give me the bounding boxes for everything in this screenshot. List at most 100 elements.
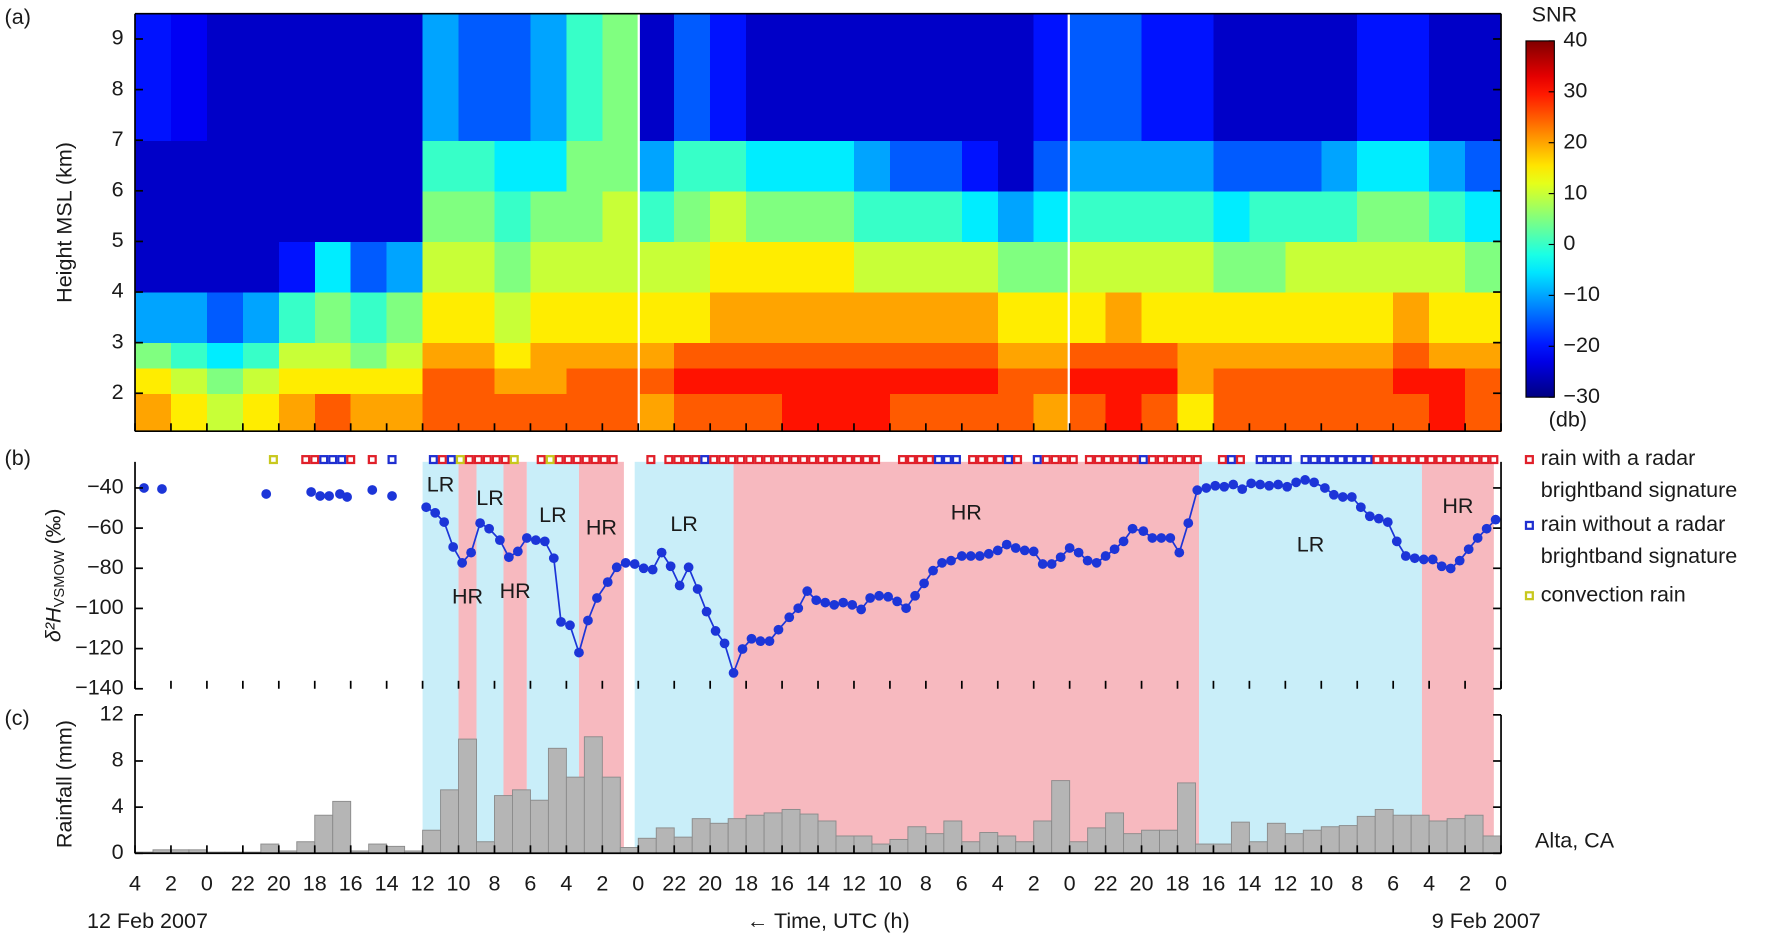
rain-bar: [332, 800, 352, 854]
isotope-point: [503, 552, 514, 563]
x-tick-label: 16: [770, 871, 794, 896]
isotope-point: [1454, 555, 1465, 566]
heat-cell: [1141, 140, 1179, 192]
heat-cell: [386, 190, 424, 242]
y-tick-label: 6: [112, 177, 124, 202]
heat-cell: [961, 140, 999, 192]
isotope-point: [965, 551, 976, 561]
heat-cell: [782, 13, 819, 141]
isotope-point: [838, 597, 849, 608]
heat-cell: [135, 241, 172, 293]
isotope-point: [983, 548, 994, 559]
rain-type-marker: [736, 455, 746, 465]
isotope-point: [1445, 563, 1456, 574]
isotope-point: [665, 561, 676, 572]
isotope-point: [620, 557, 631, 568]
heat-cell: [782, 292, 819, 344]
heat-cell: [1213, 367, 1250, 394]
heat-cell: [530, 342, 567, 369]
heat-cell: [1177, 342, 1215, 369]
y-label-unit: (‰): [40, 508, 65, 544]
y-tick-label: 3: [112, 328, 124, 353]
isotope-point: [611, 562, 622, 573]
y-tick-label: 5: [112, 227, 124, 252]
x-tick-label: 18: [303, 871, 327, 896]
heat-cell: [206, 241, 244, 293]
rain-type-marker: [646, 455, 656, 465]
heat-cell: [422, 393, 460, 432]
region-label: LR: [670, 511, 698, 536]
heat-cell: [638, 140, 675, 192]
heat-cell: [206, 342, 244, 369]
heat-cell: [422, 190, 460, 242]
isotope-point: [1046, 559, 1057, 569]
start-date: 12 Feb 2007: [87, 908, 208, 933]
heat-cell: [242, 13, 280, 141]
rain-bar: [619, 847, 639, 854]
isotope-point: [139, 483, 149, 493]
y-tick-label: 2: [112, 379, 124, 404]
rain-bar: [835, 835, 855, 854]
region: [1421, 461, 1494, 854]
region: [634, 461, 734, 854]
heat-cell: [818, 342, 855, 369]
rain-bar: [1123, 833, 1143, 854]
isotope-point: [1481, 523, 1492, 534]
rain-bar: [1320, 826, 1340, 854]
rain-type-marker: [1354, 455, 1364, 465]
heat-cell: [530, 367, 567, 394]
isotope-point: [928, 565, 938, 576]
heat-cell: [1069, 367, 1107, 394]
isotope-point: [1255, 479, 1266, 490]
rain-bar: [1033, 820, 1053, 854]
heat-cell: [710, 393, 747, 432]
heat-cell: [746, 13, 783, 141]
isotope-point: [1264, 480, 1275, 491]
rain-bar: [1141, 829, 1160, 854]
heat-cell: [782, 393, 819, 432]
heat-cell: [530, 292, 567, 344]
isotope-point: [773, 624, 784, 635]
x-tick-label: 6: [956, 871, 968, 896]
legend-item: rain with a radar brightband signature: [1541, 447, 1738, 503]
heat-cell: [1141, 292, 1179, 344]
heat-cell: [494, 140, 532, 192]
heat-cell: [674, 342, 711, 369]
heat-cell: [1465, 367, 1502, 394]
heat-cell: [566, 342, 603, 369]
isotope-point: [1118, 536, 1129, 547]
rain-bar: [655, 827, 675, 854]
heat-cell: [674, 393, 711, 432]
isotope-point: [539, 536, 550, 547]
rain-type-marker: [1309, 455, 1319, 465]
heat-cell: [1033, 241, 1071, 293]
x-tick-label: 10: [878, 871, 902, 896]
rain-bar: [1266, 822, 1286, 854]
rain-bar: [512, 789, 531, 854]
heat-cell: [566, 140, 603, 192]
rain-type-marker: [995, 455, 1005, 465]
heat-cell: [782, 190, 819, 242]
rain-type-marker: [590, 455, 600, 465]
rain-type-marker: [608, 455, 618, 465]
y-tick-label: −100: [75, 594, 124, 619]
isotope-point: [1246, 478, 1257, 489]
heat-cell: [638, 190, 675, 242]
isotope-point: [1174, 547, 1185, 558]
heat-cell: [1357, 13, 1394, 141]
heat-cell: [638, 393, 675, 432]
region-label: HR: [452, 584, 483, 609]
rain-bar: [907, 826, 927, 854]
heat-cell: [925, 342, 963, 369]
y-tick-label: −60: [87, 514, 124, 539]
rain-type-marker: [554, 455, 564, 465]
rain-bar: [422, 829, 442, 854]
heat-cell: [638, 342, 675, 369]
rain-type-marker: [951, 455, 961, 465]
region-label: LR: [427, 471, 455, 496]
rain-bar: [1464, 814, 1484, 854]
x-tick-label: 18: [1166, 871, 1190, 896]
heat-cell: [170, 292, 208, 344]
region: [1199, 461, 1422, 854]
